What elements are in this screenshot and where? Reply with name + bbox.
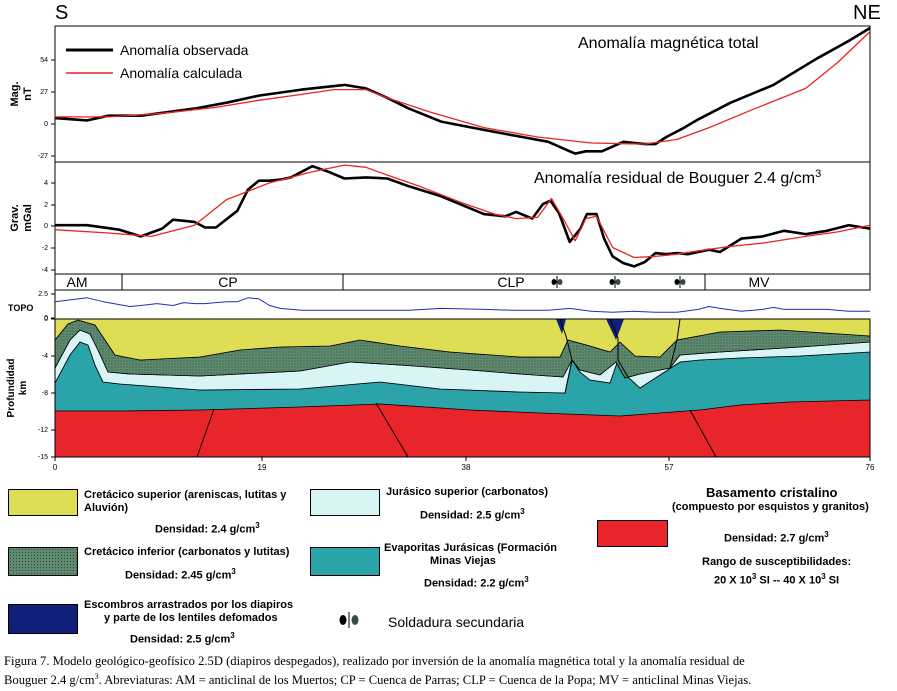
figure-caption: Figura 7. Modelo geológico-geofísico 2.5… [4,654,892,688]
region-am: AM [67,274,88,290]
legend-basement-title: Basamento cristalino [706,485,838,500]
gravity-observed-line [55,164,871,268]
mag-tick: 27 [40,89,48,96]
svg-text:0: 0 [44,316,48,323]
caption-line-2: Bouguer 2.4 g/cm3. Abreviaturas: AM = an… [4,672,752,688]
gravity-title: Anomalía residual de Bouguer 2.4 g/cm3 [534,168,821,187]
legend-cretaceous-upper-density: Densidad: 2.4 g/cm3 [155,521,260,536]
svg-text:Mag.: Mag. [9,81,21,106]
caption-line-1: Figura 7. Modelo geológico-geofísico 2.5… [4,654,745,668]
legend-calculated-label: Anomalía calculada [120,65,242,81]
magnetic-y-ticks: 54 27 0 -27 [38,57,55,160]
gravity-calculated-line [54,164,871,259]
mag-tick: -27 [38,153,48,160]
grav-tick: -2 [42,245,48,252]
gravity-series [54,164,871,268]
debris-wedge-2 [606,319,624,340]
magnetic-legend: Anomalía observada Anomalía calculada [66,42,249,81]
svg-text:-15: -15 [38,454,48,461]
legend-evaporites-density: Densidad: 2.2 g/cm3 [424,575,529,590]
legend-basement-subtitle: (compuesto por esquistos y granitos) [672,501,869,513]
svg-text:0: 0 [53,463,58,472]
legend-debris-density: Densidad: 2.5 g/cm3 [130,631,235,646]
gravity-y-label: Grav. mGal [9,204,34,232]
depth-y-ticks: 0 -4 -8 -12 -15 [38,316,55,461]
grav-tick: 0 [44,223,48,230]
legend-observed-label: Anomalía observada [120,42,249,58]
weld-symbols-strip [551,276,686,288]
debris-wedge-1 [556,319,566,334]
northeast-label: NE [853,2,881,24]
svg-text:76: 76 [866,463,875,472]
mag-tick: 0 [44,121,48,128]
geologic-geophysical-figure: S NE 54 27 0 -27 Mag. nT Anomalía magnét… [6,2,881,472]
gravity-y-ticks: 4 2 0 -2 -4 [42,180,55,274]
svg-text:38: 38 [462,463,471,472]
legend-swatch-evaporites [310,547,380,576]
svg-text:nT: nT [22,87,34,101]
region-cp: CP [218,274,237,290]
legend-cretaceous-lower-density: Densidad: 2.45 g/cm3 [125,567,236,582]
legend-cretaceous-upper-line1: Cretácico superior (areniscas, lutitas y [84,489,287,501]
svg-text:Profundidad: Profundidad [6,359,17,418]
legend-basement-density: Densidad: 2.7 g/cm3 [724,530,829,545]
topo-y-ticks: 2.5 0 [38,291,55,322]
legend-jurassic-upper-line1: Jurásico superior (carbonatos) [386,486,548,498]
region-clp: CLP [497,274,524,290]
svg-text:-4: -4 [42,353,48,360]
region-mv: MV [749,274,771,290]
magnetic-y-label: Mag. nT [9,81,34,106]
legend-weld-icon [339,612,359,628]
svg-text:57: 57 [665,463,674,472]
svg-text:-8: -8 [42,390,48,397]
legend-debris-line1: Escombros arrastrados por los diapiros [84,599,294,611]
legend-evaporites-line2: Minas Viejas [430,555,496,567]
magnetic-calculated-line [55,31,871,145]
legend-swatch-basement [597,520,668,547]
topo-label: TOPO [8,303,33,313]
legend-cretaceous-upper-line2: Aluvión) [84,502,128,514]
grav-tick: 2 [44,202,48,209]
depth-y-label: Profundidad km [6,359,29,418]
cross-section [54,318,871,458]
legend-basement-range: 20 X 103 SI -- 40 X 103 SI [714,572,840,587]
grav-tick: 4 [44,180,48,187]
legend-basement-range-title: Rango de susceptibilidades: [702,556,852,568]
legend-swatch-debris [8,604,78,634]
legend-swatch-cretaceous-lower [8,547,78,576]
svg-text:19: 19 [258,463,267,472]
distance-x-ticks: 0 19 38 57 76 [53,457,875,472]
legend-debris-line2: y parte de los lentiles defomados [104,612,278,624]
magnetic-series [54,26,871,155]
legend-swatch-jurassic-upper [310,489,380,516]
svg-text:0: 0 [44,315,48,322]
svg-text:-12: -12 [38,427,48,434]
legend-weld-label: Soldadura secundaria [388,614,525,630]
magnetic-title: Anomalía magnética total [578,35,759,52]
magnetic-observed-line [54,26,871,155]
south-label: S [55,2,68,24]
svg-text:2.5: 2.5 [38,291,48,298]
legend-swatch-cretaceous-upper [8,489,78,516]
legend-cretaceous-lower-line1: Cretácico inferior (carbonatos y lutitas… [84,546,290,558]
region-dividers [121,274,706,290]
cretaceous-upper-layer [54,318,871,361]
svg-text:mGal: mGal [22,204,34,232]
legend-jurassic-upper-density: Densidad: 2.5 g/cm3 [420,507,525,522]
topo-series [54,297,870,313]
region-strip [54,273,871,291]
grav-tick: -4 [42,267,48,274]
topo-line [54,297,870,313]
mag-tick: 54 [40,57,48,64]
svg-text:Grav.: Grav. [9,204,21,231]
legend-evaporites-line1: Evaporitas Jurásicas (Formación [384,542,558,554]
svg-text:km: km [18,381,29,396]
